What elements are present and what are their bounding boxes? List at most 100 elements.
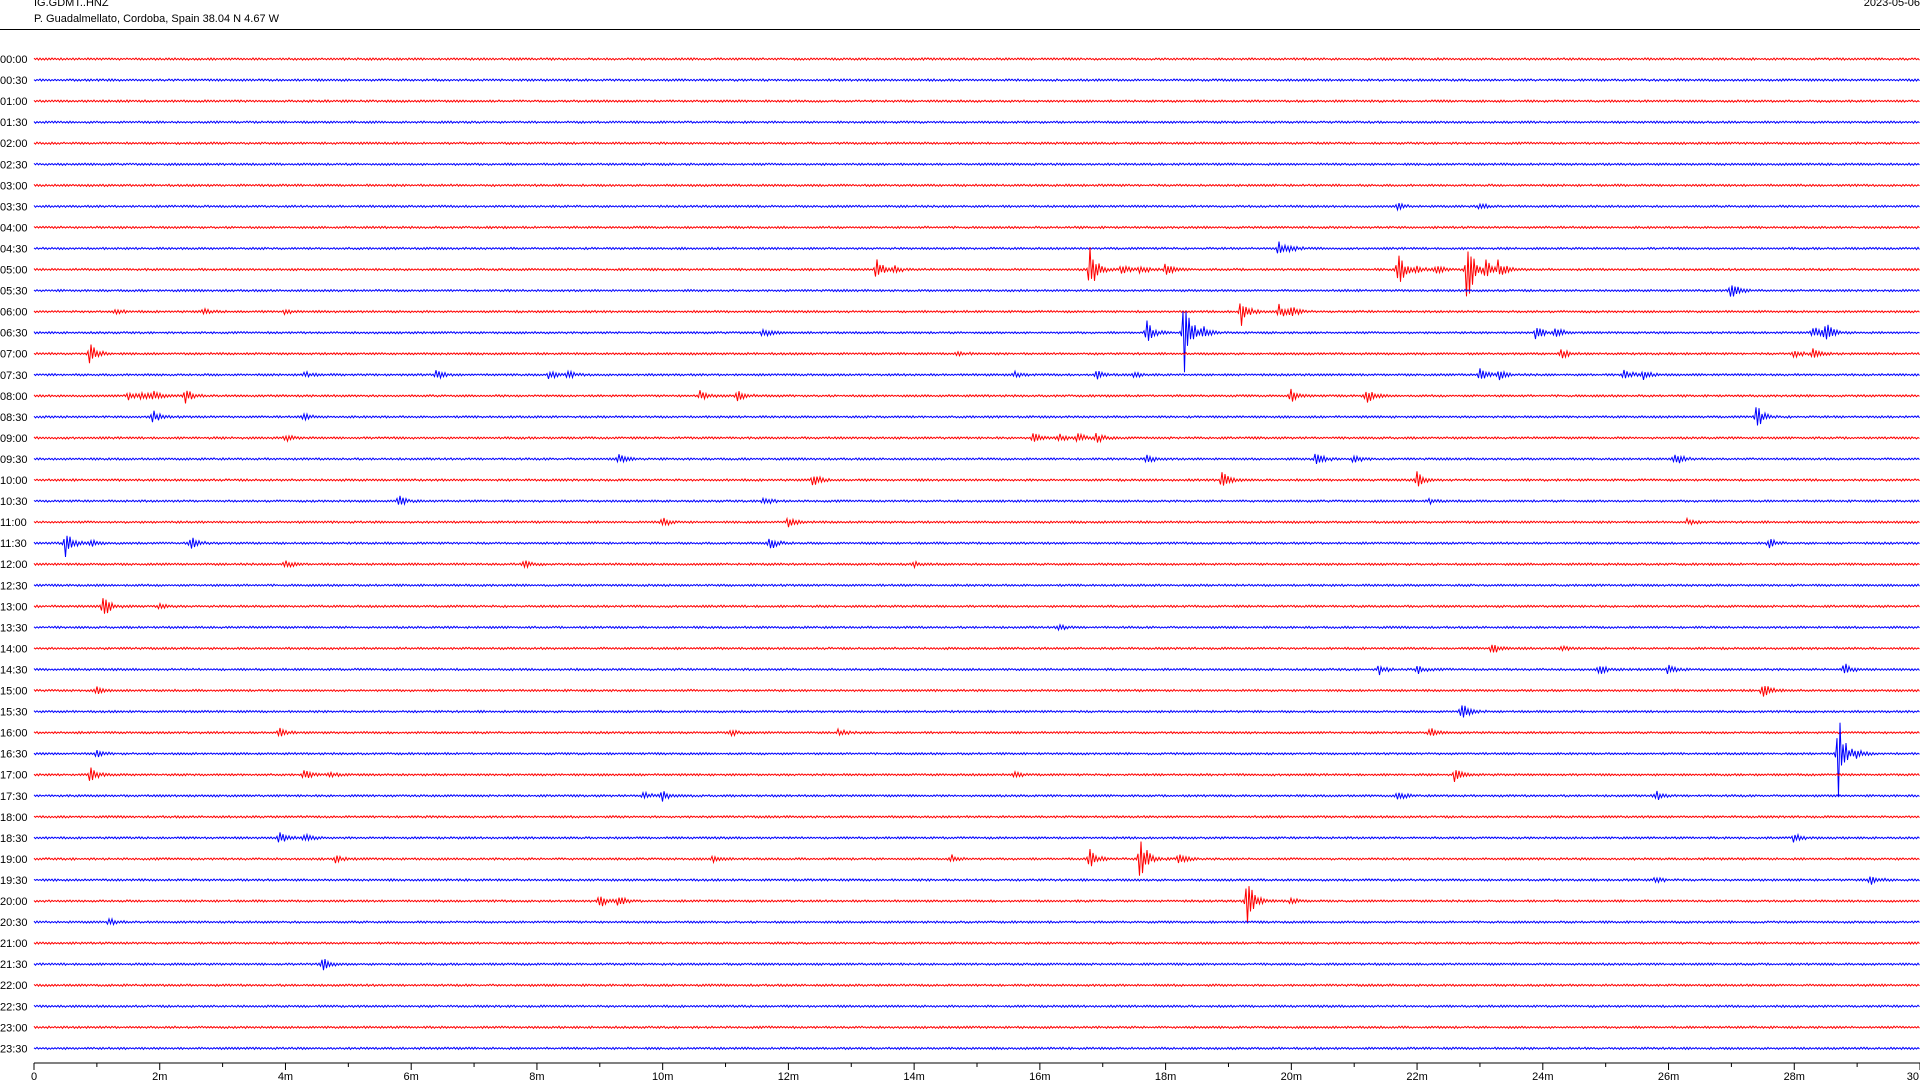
trace-1430: [33, 663, 1920, 676]
row-label-0530: 05:30: [0, 286, 28, 298]
trace-1230: [33, 583, 1920, 588]
station-location: P. Guadalmellato, Cordoba, Spain 38.04 N…: [34, 13, 280, 25]
row-label-0300: 03:00: [0, 180, 28, 192]
trace-2230: [33, 1004, 1920, 1009]
row-label-2100: 21:00: [0, 938, 28, 950]
x-tick-label-0: 0: [31, 1071, 37, 1080]
x-tick-label-6: 6m: [404, 1071, 419, 1080]
row-label-1130: 11:30: [0, 538, 27, 550]
trace-0700: [33, 344, 1920, 364]
trace-2200: [33, 983, 1920, 988]
trace-0730: [33, 368, 1920, 381]
record-date: 2023-05-06: [1863, 0, 1920, 9]
row-label-2130: 21:30: [0, 959, 28, 971]
row-label-2200: 22:00: [0, 980, 28, 992]
row-time-labels: 00:00 00:30 01:00 01:30 02:00 02:30 03:00 03:30…: [0, 54, 28, 1055]
row-label-1300: 13:00: [0, 601, 28, 613]
x-tick-label-8: 8m: [529, 1071, 544, 1080]
row-label-0330: 03:30: [0, 201, 28, 213]
row-label-0200: 02:00: [0, 138, 28, 150]
row-label-0930: 09:30: [0, 454, 28, 466]
row-label-0100: 01:00: [0, 96, 28, 108]
trace-1900: [33, 841, 1920, 876]
trace-1030: [33, 495, 1920, 506]
row-label-1900: 19:00: [0, 854, 28, 866]
row-label-1600: 16:00: [0, 728, 28, 740]
row-label-1230: 12:30: [0, 580, 28, 592]
trace-0400: [33, 225, 1920, 230]
x-tick-label-28: 28m: [1784, 1071, 1805, 1080]
row-label-0900: 09:00: [0, 433, 28, 445]
x-tick-label-10: 10m: [652, 1071, 673, 1080]
trace-0230: [33, 162, 1920, 167]
x-tick-label-26: 26m: [1658, 1071, 1679, 1080]
trace-1130: [33, 535, 1920, 558]
row-label-1030: 10:30: [0, 496, 28, 508]
trace-0830: [33, 407, 1920, 426]
trace-0100: [33, 99, 1920, 104]
row-label-0030: 00:30: [0, 75, 28, 87]
trace-1500: [33, 686, 1920, 697]
trace-1530: [33, 705, 1920, 718]
trace-2100: [33, 941, 1920, 946]
trace-1600: [33, 727, 1920, 738]
trace-0300: [33, 183, 1920, 188]
row-label-2230: 22:30: [0, 1001, 28, 1013]
trace-0930: [33, 453, 1920, 464]
header-divider: [0, 29, 1920, 30]
row-label-2300: 23:00: [0, 1022, 28, 1034]
row-label-0600: 06:00: [0, 307, 28, 319]
row-label-2330: 23:30: [0, 1043, 28, 1055]
row-label-1200: 12:00: [0, 559, 28, 571]
trace-1300: [33, 598, 1920, 614]
row-label-0130: 01:30: [0, 117, 28, 129]
trace-0330: [33, 202, 1920, 212]
row-label-1830: 18:30: [0, 833, 28, 845]
row-label-0230: 02:30: [0, 159, 28, 171]
x-tick-label-18: 18m: [1155, 1071, 1176, 1080]
row-label-0830: 08:30: [0, 412, 28, 424]
trace-1100: [33, 516, 1920, 528]
x-tick-label-24: 24m: [1532, 1071, 1553, 1080]
row-label-1930: 19:30: [0, 875, 28, 887]
row-label-0700: 07:00: [0, 349, 28, 361]
trace-0000: [33, 57, 1920, 61]
trace-1330: [33, 623, 1920, 632]
row-label-1500: 15:00: [0, 686, 28, 698]
trace-0530: [33, 285, 1920, 297]
seismic-traces: [33, 57, 1920, 1051]
row-label-0000: 00:00: [0, 54, 28, 66]
trace-0900: [33, 432, 1920, 444]
row-label-2000: 20:00: [0, 896, 28, 908]
row-label-0630: 06:30: [0, 328, 28, 340]
trace-1630: [33, 722, 1920, 797]
x-tick-label-2: 2m: [152, 1071, 167, 1080]
trace-0130: [33, 120, 1920, 125]
row-label-0400: 04:00: [0, 222, 28, 234]
x-tick-label-22: 22m: [1406, 1071, 1427, 1080]
row-label-1000: 10:00: [0, 475, 28, 487]
trace-2000: [33, 886, 1920, 924]
x-tick-label-20: 20m: [1281, 1071, 1302, 1080]
trace-2030: [33, 917, 1920, 927]
trace-1730: [33, 790, 1920, 802]
row-label-1800: 18:00: [0, 812, 28, 824]
trace-0500: [33, 247, 1920, 297]
trace-2300: [33, 1025, 1920, 1030]
trace-0630: [33, 311, 1920, 373]
station-code: IG.GDMT..HNZ: [34, 0, 109, 9]
row-label-0800: 08:00: [0, 391, 28, 403]
trace-0600: [33, 303, 1920, 326]
x-tick-label-4: 4m: [278, 1071, 293, 1080]
row-label-0730: 07:30: [0, 370, 28, 382]
trace-1830: [33, 832, 1920, 843]
trace-1400: [33, 644, 1920, 654]
trace-0800: [33, 388, 1920, 404]
trace-1800: [33, 814, 1920, 819]
row-label-1430: 14:30: [0, 664, 28, 676]
trace-0430: [33, 241, 1920, 254]
trace-1000: [33, 471, 1920, 487]
row-label-1630: 16:30: [0, 749, 28, 761]
row-label-1700: 17:00: [0, 770, 28, 782]
